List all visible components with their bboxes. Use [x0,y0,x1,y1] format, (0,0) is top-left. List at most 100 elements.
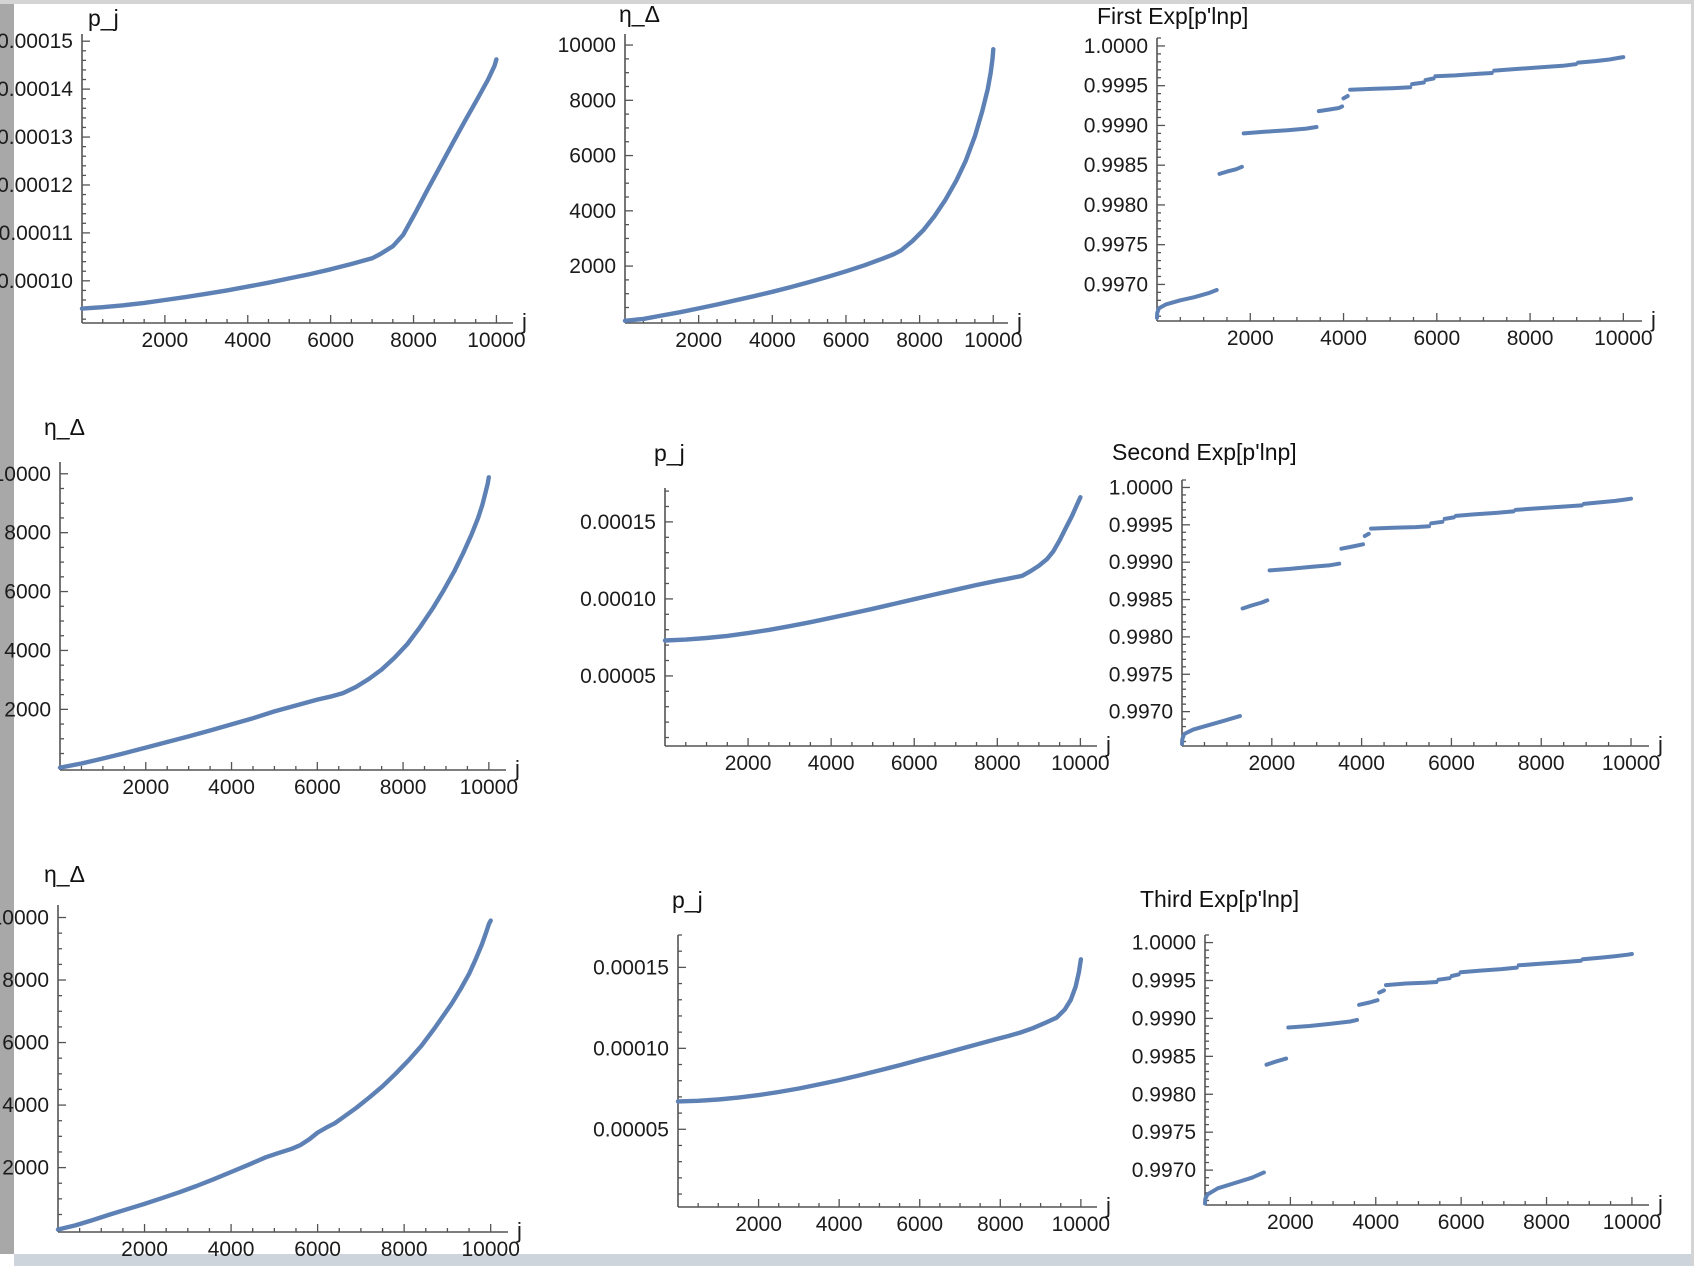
x-tick-label: 4000 [749,329,796,352]
data-curve [1316,104,1345,114]
window-edge-left [0,4,14,1254]
plot-title-eta-2: η_Δ [44,414,85,440]
x-tick-label: 6000 [1413,327,1460,350]
y-tick-label: 0.9975 [1109,663,1173,686]
y-tick-label: 0.00015 [580,511,656,534]
x-tick-label: 2000 [725,752,772,775]
plot-title-pj-1: p_j [88,5,119,31]
plot-title-eta-1: η_Δ [619,1,660,27]
y-tick-label: 1.0000 [1132,932,1196,955]
data-curve [1240,598,1270,611]
x-axis-label: j [521,309,527,334]
data-curve [1286,1017,1359,1030]
window-edge-bottom [14,1254,1691,1266]
y-tick-label: 0.9970 [1109,701,1173,724]
data-curve [1516,958,1583,968]
plot-r3c1: 2000 4000 6000 8000 10000 2000 4000 6000 8000 100… [0,905,522,1261]
x-tick-label: 4000 [208,1238,255,1261]
plot-r3c3: 2000 4000 6000 8000 10000 0.9970 0.9975 0.9980 0… [1132,932,1663,1234]
plot-r1c3: 2000 4000 6000 8000 10000 0.9970 0.9975 0.9980 0… [1084,35,1656,350]
y-tick-label: 0.9985 [1132,1045,1196,1068]
y-tick-label: 2000 [2,1157,49,1180]
x-tick-label: 6000 [307,329,354,352]
y-tick-label: 0.9980 [1084,194,1148,217]
plot-title-pj-2: p_j [654,440,685,466]
x-tick-label: 10000 [1594,327,1652,350]
data-curve [1267,561,1342,573]
x-axis-label: j [1657,1191,1663,1216]
x-axis-label: j [1105,1193,1111,1218]
x-axis-label: j [1657,732,1663,757]
x-tick-label: 6000 [294,776,341,799]
x-tick-label: 10000 [1603,1211,1661,1234]
x-tick-label: 8000 [1507,327,1554,350]
window-edge-right [1691,4,1694,1266]
data-curve [1580,952,1634,962]
y-tick-label: 0.9990 [1132,1007,1196,1030]
y-tick-label: 0.00010 [580,588,656,611]
x-tick-label: 2000 [675,329,722,352]
data-curve [1180,714,1242,746]
window-edge-top [0,0,1694,4]
x-tick-label: 4000 [1338,752,1385,775]
y-tick-label: 0.9995 [1084,75,1148,98]
plot-title-second-exp: Second Exp[p'lnp] [1112,439,1297,465]
data-curve [1449,972,1461,978]
x-tick-label: 4000 [224,329,271,352]
y-tick-label: 1.0000 [1109,476,1173,499]
y-tick-label: 4000 [2,1094,49,1117]
data-curve [1458,965,1519,975]
y-tick-label: 6000 [2,1032,49,1055]
x-tick-label: 10000 [964,329,1022,352]
y-tick-label: 0.9995 [1109,514,1173,537]
x-tick-label: 10000 [467,329,525,352]
x-tick-label: 4000 [808,752,855,775]
x-tick-label: 6000 [891,752,938,775]
x-tick-label: 8000 [381,1238,428,1261]
data-curve [55,918,493,1232]
y-tick-label: 10000 [0,463,51,486]
data-curve [79,57,499,311]
x-tick-label: 2000 [1227,327,1274,350]
y-tick-label: 0.9970 [1084,273,1148,296]
x-tick-label: 2000 [142,329,189,352]
data-curve [57,475,491,770]
x-tick-label: 8000 [1518,752,1565,775]
y-tick-label: 6000 [4,581,51,604]
x-tick-label: 10000 [1602,752,1660,775]
data-curve [622,47,996,323]
x-tick-label: 6000 [1438,1211,1485,1234]
y-tick-label: 6000 [569,145,616,168]
plot-title-third-exp: Third Exp[p'lnp] [1140,886,1300,912]
plot-title-pj-3: p_j [672,887,703,913]
plot-r1c1: 2000 4000 6000 8000 10000 0.00010 0.00011 0.000… [0,30,527,352]
y-tick-label: 0.9980 [1109,626,1173,649]
data-curve [1576,55,1626,65]
data-curve [1339,542,1365,551]
data-curve [1442,515,1456,521]
y-tick-label: 0.00015 [593,956,669,979]
data-curve [1513,503,1584,512]
plot-r1c2: 2000 4000 6000 8000 10000 2000 4000 6000 8000 100… [558,34,1022,352]
plot-title-first-exp: First Exp[p'lnp] [1097,3,1249,29]
y-tick-label: 0.00005 [593,1118,669,1141]
x-tick-label: 2000 [122,776,169,799]
y-tick-label: 0.9985 [1084,154,1148,177]
plot-r2c2: 2000 4000 6000 8000 10000 0.00005 0.00010 0.000… [580,488,1111,775]
x-tick-label: 4000 [1352,1211,1399,1234]
data-curve [1264,1056,1289,1067]
x-axis-label: j [514,756,520,781]
x-tick-label: 2000 [1267,1211,1314,1234]
x-tick-label: 6000 [823,329,870,352]
x-tick-label: 8000 [1523,1211,1570,1234]
x-tick-label: 4000 [208,776,255,799]
x-tick-label: 8000 [390,329,437,352]
y-tick-label: 0.00010 [0,270,73,293]
plot-r3c2: 2000 4000 6000 8000 10000 0.00005 0.00010 0.000… [593,934,1111,1236]
data-curve [1377,988,1386,995]
x-tick-label: 10000 [1051,752,1109,775]
data-curve [1357,998,1380,1007]
x-tick-label: 8000 [974,752,1021,775]
x-tick-label: 10000 [1052,1213,1110,1236]
y-tick-label: 0.00012 [0,174,73,197]
